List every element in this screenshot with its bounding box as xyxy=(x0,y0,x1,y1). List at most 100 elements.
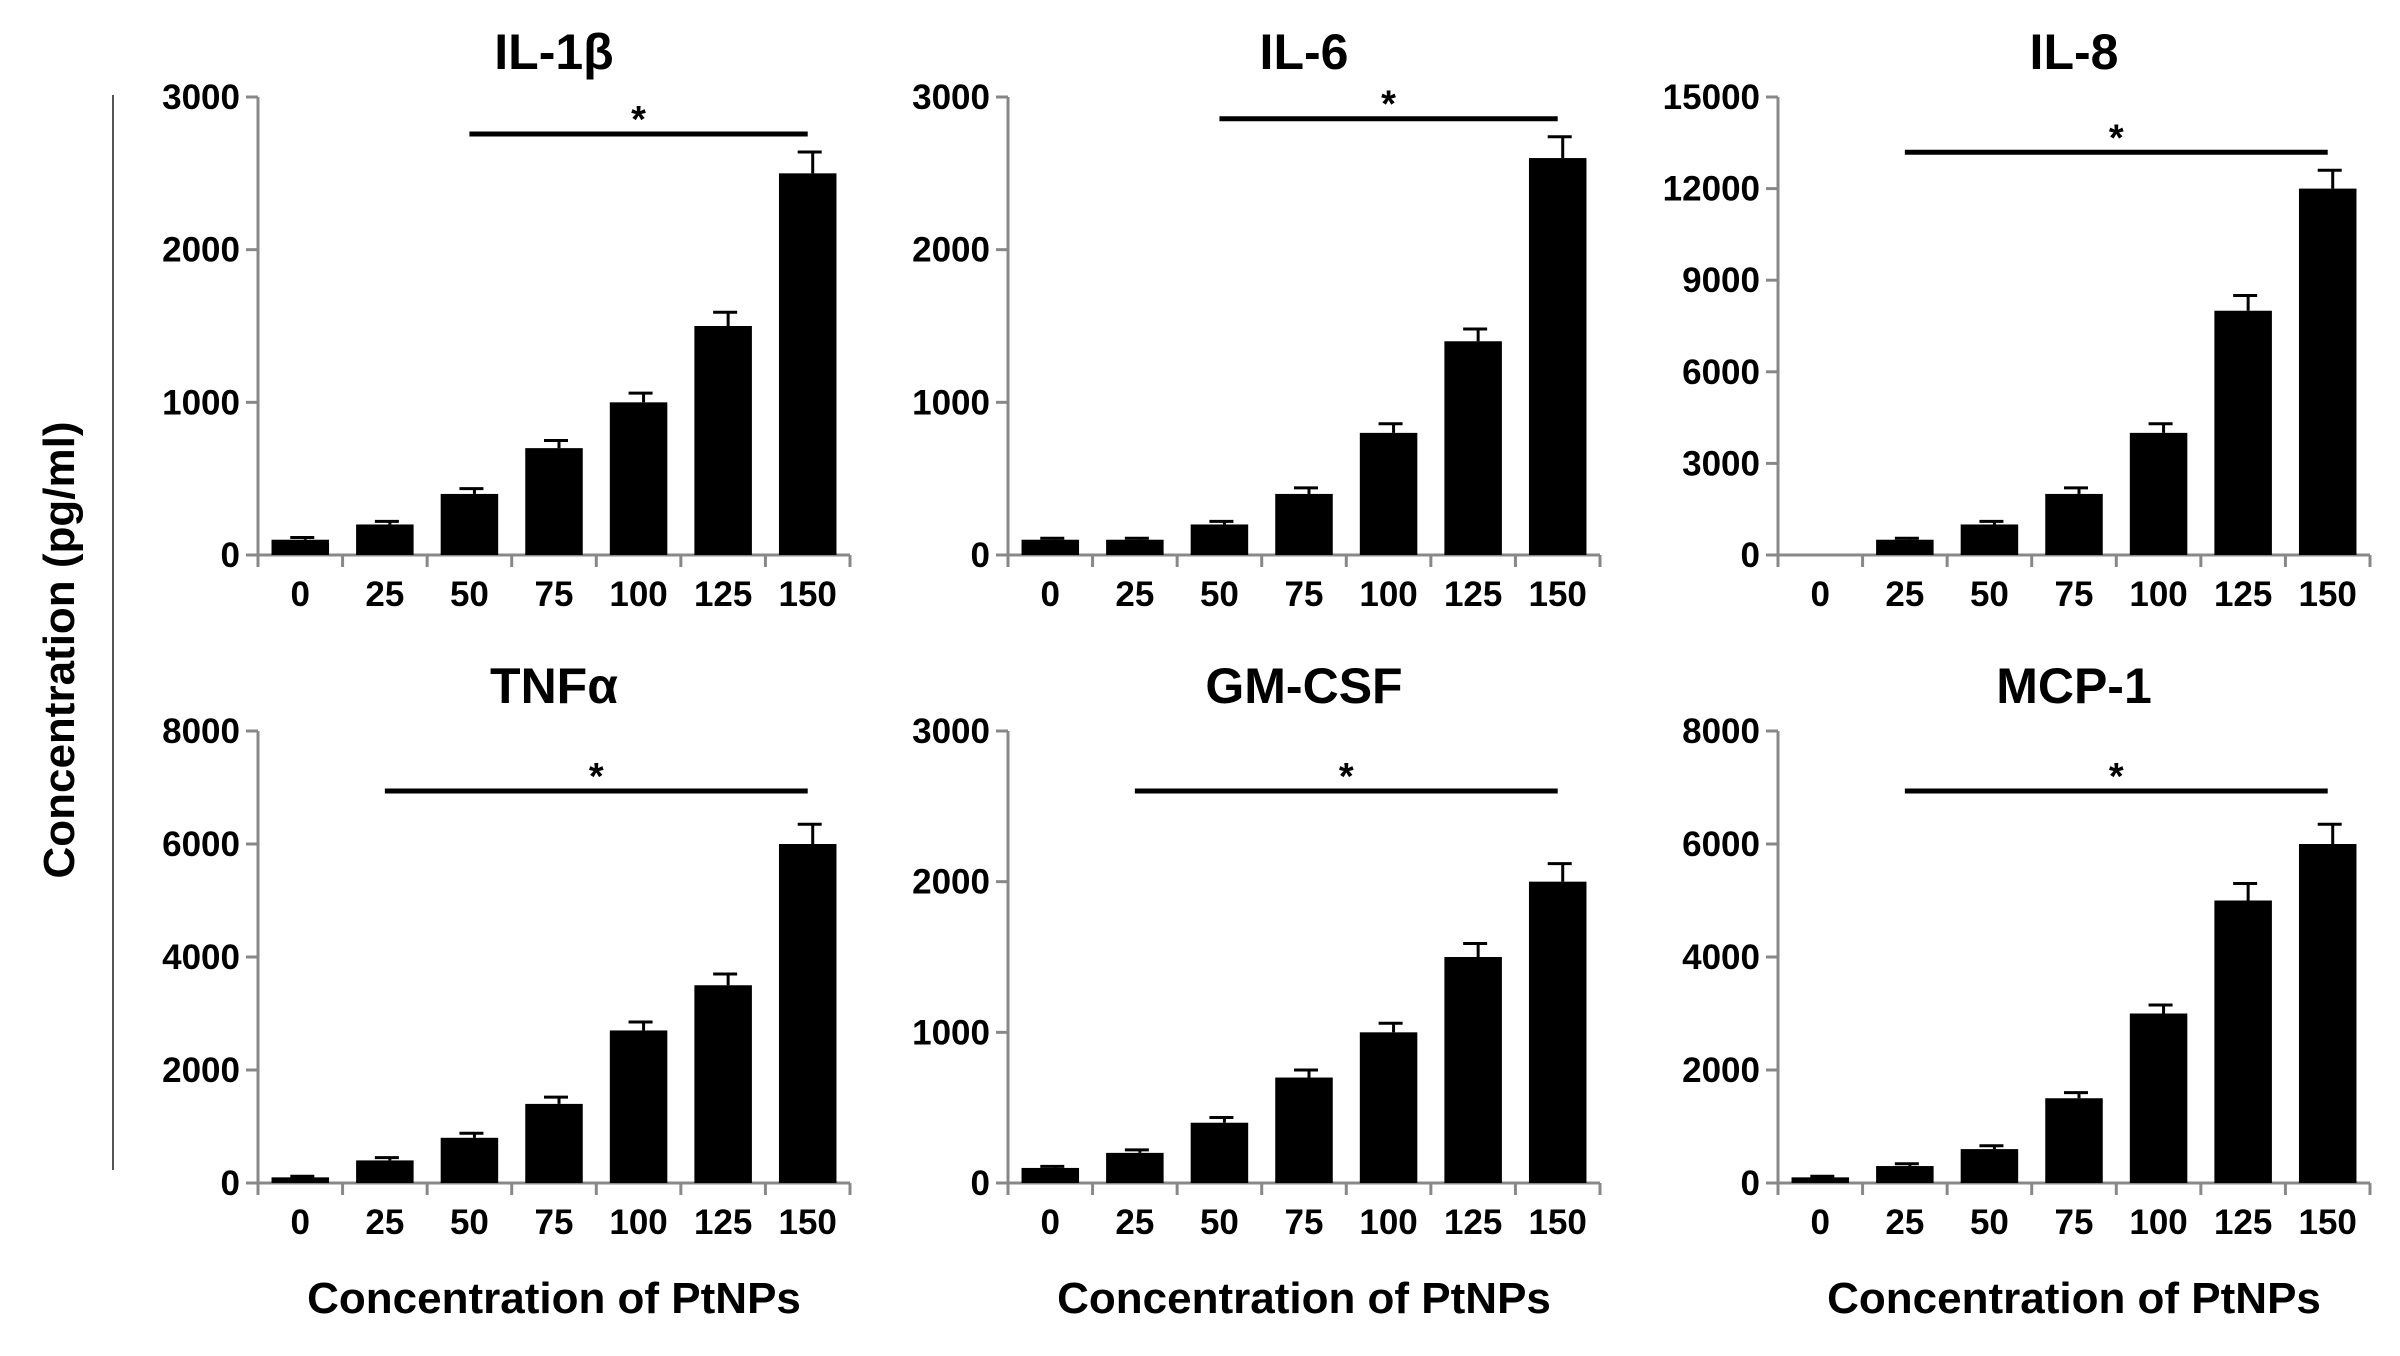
x-tick-label: 25 xyxy=(1885,1203,1924,1242)
x-tick-label: 150 xyxy=(1529,1203,1587,1242)
x-tick-label: 100 xyxy=(609,1203,667,1242)
x-tick-label: 125 xyxy=(2214,1203,2272,1242)
x-axis-label: Concentration of PtNPs xyxy=(1057,1274,1551,1323)
y-tick-label: 2000 xyxy=(912,863,990,902)
bar-125 xyxy=(2214,310,2272,555)
y-tick-label: 6000 xyxy=(1682,825,1760,864)
y-tick-label: 15000 xyxy=(1663,78,1760,117)
y-tick-label: 3000 xyxy=(162,78,240,117)
bar-100 xyxy=(2129,1013,2188,1183)
x-tick-label: 0 xyxy=(1811,575,1830,614)
significance-star: * xyxy=(2109,756,2124,798)
y-tick-label: 4000 xyxy=(1682,938,1760,977)
x-tick-label: 125 xyxy=(694,575,752,614)
bar-125 xyxy=(1444,957,1502,1183)
chart-panel-1: IL-1β 0 1000 2000 3000 0 25 50 75 100 125 150 * xyxy=(162,24,852,614)
bar-100 xyxy=(1359,1032,1418,1183)
y-tick-label: 2000 xyxy=(162,231,240,270)
x-tick-label: 150 xyxy=(2299,575,2357,614)
x-tick-label: 50 xyxy=(450,1203,489,1242)
y-tick-label: 1000 xyxy=(912,383,990,422)
bar-0 xyxy=(1021,1167,1080,1183)
y-tick-label: 8000 xyxy=(1682,712,1760,751)
y-tick-label: 12000 xyxy=(1663,170,1760,209)
x-tick-label: 25 xyxy=(1115,1203,1154,1242)
bar-25 xyxy=(1876,539,1934,555)
bar-50 xyxy=(440,493,499,555)
y-tick-label: 2000 xyxy=(1682,1051,1760,1090)
bar-50 xyxy=(1190,524,1249,555)
significance-star: * xyxy=(589,756,604,798)
bar-25 xyxy=(1106,1152,1164,1183)
chart-title: MCP-1 xyxy=(1996,658,2152,714)
x-axis-label: Concentration of PtNPs xyxy=(1827,1274,2321,1323)
x-tick-label: 75 xyxy=(535,575,574,614)
x-tick-label: 25 xyxy=(1885,575,1924,614)
bar-125 xyxy=(1444,341,1502,555)
y-tick-label: 4000 xyxy=(162,938,240,977)
x-tick-label: 25 xyxy=(1115,575,1154,614)
bar-25 xyxy=(356,524,414,555)
y-tick-label: 3000 xyxy=(912,712,990,751)
x-tick-label: 125 xyxy=(694,1203,752,1242)
bar-0 xyxy=(1021,539,1080,555)
x-tick-label: 150 xyxy=(2299,1203,2357,1242)
y-tick-label: 9000 xyxy=(1682,261,1760,300)
y-tick-label: 0 xyxy=(221,536,240,575)
x-tick-label: 50 xyxy=(1200,575,1239,614)
bar-25 xyxy=(1876,1166,1934,1183)
x-tick-label: 75 xyxy=(2055,575,2094,614)
y-tick-label: 8000 xyxy=(162,712,240,751)
bar-125 xyxy=(694,326,752,555)
chart-panel-5: GM-CSF 0 1000 2000 3000 0 25 50 75 100 125 150 * Conc… xyxy=(912,658,1602,1323)
bar-150 xyxy=(1528,881,1587,1183)
x-tick-label: 125 xyxy=(1444,1203,1502,1242)
x-tick-label: 50 xyxy=(1200,1203,1239,1242)
significance-star: * xyxy=(631,99,646,141)
significance-star: * xyxy=(1381,84,1396,126)
bar-150 xyxy=(2298,844,2357,1183)
significance-star: * xyxy=(1339,756,1354,798)
bar-75 xyxy=(2045,1098,2103,1183)
y-axis-label: Concentration (pg/ml) xyxy=(35,421,84,878)
x-axis-label: Concentration of PtNPs xyxy=(307,1274,801,1323)
y-tick-label: 0 xyxy=(971,536,990,575)
bar-75 xyxy=(2045,493,2103,555)
y-tick-label: 3000 xyxy=(912,78,990,117)
x-tick-label: 125 xyxy=(2214,575,2272,614)
bar-150 xyxy=(2298,188,2357,555)
y-tick-label: 1000 xyxy=(912,1013,990,1052)
x-tick-label: 100 xyxy=(1359,575,1417,614)
bar-0 xyxy=(271,539,330,555)
bar-75 xyxy=(1275,1077,1333,1183)
bar-125 xyxy=(2214,900,2272,1183)
chart-panel-4: TNFα 0 2000 4000 6000 8000 0 25 50 75 100 125 150 * Co… xyxy=(162,658,852,1323)
bar-75 xyxy=(525,1103,583,1183)
chart-title: IL-6 xyxy=(1260,24,1349,80)
x-tick-label: 75 xyxy=(535,1203,574,1242)
y-tick-label: 0 xyxy=(1741,1164,1760,1203)
bar-100 xyxy=(609,1030,668,1183)
bar-0 xyxy=(1791,1177,1850,1183)
bar-100 xyxy=(2129,432,2188,555)
y-tick-label: 2000 xyxy=(912,231,990,270)
bar-150 xyxy=(778,173,837,556)
x-tick-label: 0 xyxy=(1041,1203,1060,1242)
bar-50 xyxy=(1960,1149,2019,1183)
chart-panel-3: IL-8 0 3000 6000 9000 12000 15000 0 25 50 75 100 125… xyxy=(1663,24,2372,614)
bar-150 xyxy=(778,844,837,1183)
bar-25 xyxy=(1106,539,1164,555)
x-tick-label: 100 xyxy=(609,575,667,614)
x-tick-label: 50 xyxy=(1970,575,2009,614)
y-tick-label: 3000 xyxy=(1682,444,1760,483)
bar-150 xyxy=(1528,158,1587,556)
significance-star: * xyxy=(2109,117,2124,159)
chart-panel-2: IL-6 0 1000 2000 3000 0 25 50 75 100 125 150 * xyxy=(912,24,1602,614)
chart-panel-6: MCP-1 0 2000 4000 6000 8000 0 25 50 75 100 125 150 * C… xyxy=(1682,658,2372,1323)
x-tick-label: 75 xyxy=(2055,1203,2094,1242)
x-tick-label: 0 xyxy=(291,575,310,614)
y-tick-label: 0 xyxy=(971,1164,990,1203)
x-tick-label: 150 xyxy=(1529,575,1587,614)
x-tick-label: 0 xyxy=(1041,575,1060,614)
